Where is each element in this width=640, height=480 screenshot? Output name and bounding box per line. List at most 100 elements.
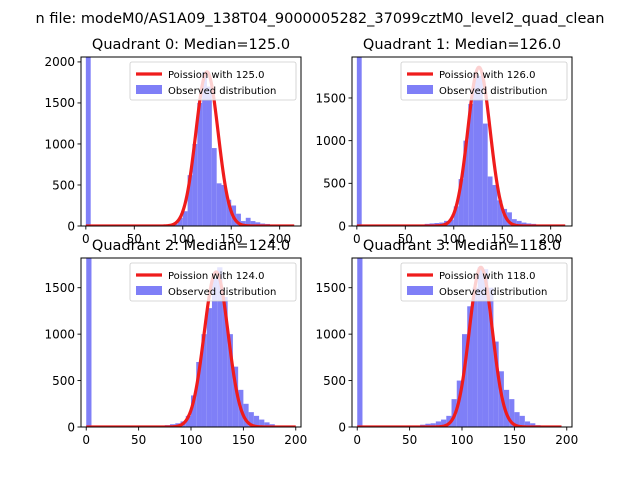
histogram-bar [222, 297, 228, 427]
x-tick-label: 150 [220, 232, 243, 246]
histogram-bar [250, 221, 256, 226]
legend: Poission with 125.0 Observed distribution [129, 61, 297, 101]
y-tick-label: 1500 [315, 281, 346, 295]
histogram-bar [441, 419, 447, 427]
legend-label-observed: Observed distribution [168, 287, 276, 298]
histogram-bar [519, 415, 525, 427]
x-tick-label: 100 [171, 232, 194, 246]
fit-curve [355, 65, 567, 226]
x-tick-label: 150 [491, 232, 514, 246]
y-tick-label: 0 [338, 420, 346, 434]
legend-label-fit: Poission with 125.0 [168, 70, 264, 81]
histogram-bar [216, 183, 222, 226]
histogram-bars [85, 57, 275, 226]
subplot-quadrant-2: Quadrant 2: Median=124.0 0 50 100 150 200 0 500… [44, 238, 307, 447]
histogram-bar [514, 412, 520, 427]
histogram-bar [468, 103, 474, 226]
histogram-bar [524, 421, 531, 427]
legend-label-observed: Observed distribution [439, 287, 547, 298]
histogram-bar [435, 421, 442, 427]
histogram-bar [356, 57, 362, 226]
histogram-bar [206, 308, 212, 427]
subplot-quadrant-1: Quadrant 1: Median=126.0 0 50 100 150 200 0 500… [315, 37, 573, 246]
y-tick-label: 1000 [315, 327, 346, 341]
histogram-bar [240, 221, 246, 226]
histogram-bar [448, 219, 454, 226]
histogram-bar [467, 306, 473, 427]
legend: Poission with 124.0 Observed distribution [129, 262, 297, 302]
histogram-bar [211, 278, 218, 427]
histogram-bar [85, 57, 91, 226]
histogram-bar [425, 423, 431, 427]
y-tick-label: 500 [323, 374, 346, 388]
legend-label-observed: Observed distribution [439, 86, 547, 97]
histogram-bar [264, 422, 270, 427]
histogram-bar [497, 200, 503, 226]
histogram-bar [477, 75, 483, 226]
x-tick-label: 50 [131, 433, 146, 447]
histogram-bar [488, 287, 494, 427]
histogram-bar [259, 419, 265, 427]
legend-box [400, 61, 568, 101]
fit-curve [84, 70, 296, 226]
histogram-bar [185, 415, 191, 427]
legend-bar-swatch [136, 85, 162, 94]
axes-frame [351, 56, 573, 227]
y-tick-label: 1000 [315, 134, 346, 148]
histogram-bar [253, 415, 260, 427]
histogram-bar [226, 199, 232, 226]
histogram-bar [430, 423, 436, 427]
x-tick-label: 200 [284, 433, 307, 447]
y-tick-label: 1000 [44, 327, 75, 341]
subplot-title: Quadrant 0: Median=125.0 [92, 37, 290, 53]
y-tick-label: 1500 [44, 281, 75, 295]
y-tick-label: 1500 [44, 96, 75, 110]
subplot-quadrant-0: Quadrant 0: Median=125.00 50 100 150 2000500… [44, 37, 302, 246]
x-tick-label: 100 [180, 433, 203, 447]
y-tick-label: 0 [67, 219, 75, 233]
y-tick-label: 1500 [315, 91, 346, 105]
x-tick-label: 200 [268, 232, 291, 246]
legend-box [129, 61, 297, 101]
histogram-bar [201, 334, 207, 427]
x-tick-label: 0 [82, 232, 90, 246]
figure-suptitle: n file: modeM0/AS1A09_138T04_9000005282_… [36, 11, 605, 27]
legend: Poission with 118.0 Observed distribution [400, 262, 568, 302]
histogram-bar [463, 140, 469, 226]
histogram-bar [202, 71, 207, 226]
legend-bar-swatch [407, 286, 433, 295]
histogram-bar [492, 185, 498, 226]
histogram-bar [530, 423, 536, 427]
histogram-bar [221, 184, 227, 226]
legend-bar-swatch [407, 85, 433, 94]
histogram-bar [236, 213, 241, 226]
histogram-bar [192, 143, 198, 226]
legend-label-fit: Poission with 126.0 [439, 70, 535, 81]
histogram-bar [482, 269, 489, 427]
legend-label-observed: Observed distribution [168, 86, 276, 97]
histogram-bar [248, 412, 254, 427]
histogram-bar [232, 366, 239, 427]
histogram-bar [243, 403, 249, 427]
x-tick-label: 200 [539, 232, 562, 246]
histogram-bar [255, 222, 261, 226]
histogram-bar [507, 212, 512, 226]
histogram-bar [182, 211, 188, 226]
histogram-bar [196, 362, 202, 427]
legend-box [129, 262, 297, 302]
x-tick-label: 200 [555, 433, 578, 447]
y-tick-label: 500 [323, 177, 346, 191]
histogram-bar [206, 86, 212, 226]
legend-box [400, 262, 568, 302]
axes-frame [80, 56, 302, 227]
histogram-bar [197, 102, 203, 226]
histogram-bar [503, 389, 510, 427]
x-tick-label: 100 [451, 433, 474, 447]
histogram-bar [482, 123, 488, 226]
subplot-title: Quadrant 3: Median=118.0 [363, 238, 561, 254]
histogram-bar [521, 222, 527, 226]
histogram-bar [177, 217, 183, 226]
y-tick-label: 0 [67, 420, 75, 434]
x-tick-label: 0 [353, 232, 361, 246]
